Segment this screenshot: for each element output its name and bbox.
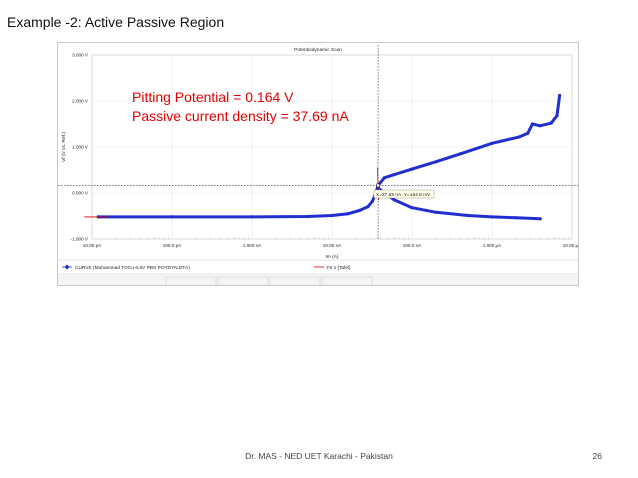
series-0-point-8 xyxy=(370,199,374,203)
cursor-readout: X=37.69 nA, Y=164.8 mV xyxy=(376,192,431,198)
slide-footer: Dr. MAS - NED UET Karachi - Pakistan xyxy=(245,451,393,461)
series-1-point-3 xyxy=(434,210,438,214)
series-1-point-6 xyxy=(514,216,518,220)
y-tick-label-0: 3.000 V xyxy=(72,53,89,58)
status-cell-3[interactable] xyxy=(269,276,321,286)
y-tick-label-2: 1.000 V xyxy=(72,145,89,150)
page-number: 26 xyxy=(592,451,602,461)
slide-title: Example -2: Active Passive Region xyxy=(7,14,225,30)
x-axis-label: Im (A) xyxy=(325,254,338,260)
y-tick-label-1: 2.000 V xyxy=(72,99,89,104)
cursor-crosshair xyxy=(58,45,578,239)
legend-entry-curve: CURVE (Muhammad TOCu-0.6V PBS POTDYN.DTA… xyxy=(62,264,190,271)
series-0-point-22 xyxy=(555,114,559,118)
y-tick-label-4: -1.000 V xyxy=(71,237,89,242)
series-0-point-7 xyxy=(366,205,370,209)
series-0-point-12 xyxy=(392,173,396,177)
x-tick-label-1: 100.0 pA xyxy=(163,243,182,248)
x-tick-label-4: 100.0 nA xyxy=(403,243,422,248)
series-1-point-5 xyxy=(490,215,494,219)
series-0-point-3 xyxy=(306,214,310,219)
grid-lines xyxy=(91,54,573,240)
series-0-point-21 xyxy=(549,121,553,125)
x-tick-label-0: 10.00 pA xyxy=(83,243,102,248)
series-0-point-20 xyxy=(538,124,542,128)
status-cell-4[interactable] xyxy=(321,276,373,286)
series-0-point-14 xyxy=(434,160,438,164)
series-0-point-4 xyxy=(330,213,334,218)
status-cell-2[interactable] xyxy=(217,276,269,286)
potentiodynamic-plot: Potentiodynamic Scan Vf (V vs. Ref.) Im … xyxy=(58,45,579,286)
series-1-point-1 xyxy=(392,198,396,202)
series-0-point-19 xyxy=(530,122,534,126)
legend-label-fit: Fit 1 [Tafel] xyxy=(327,265,350,271)
annotation-pitting-potential: Pitting Potential = 0.164 V xyxy=(132,89,294,105)
x-tick-label-5: 1.000 µA xyxy=(483,243,502,248)
series-1-point-4 xyxy=(466,213,470,218)
series-0-point-1 xyxy=(170,215,174,219)
annotation-passive-current: Passive current density = 37.69 nA xyxy=(132,108,349,124)
x-tick-labels: 10.00 pA 100.0 pA 1.000 nA 10.00 nA 100.0 nA… xyxy=(83,243,579,248)
series-0-point-11 xyxy=(382,176,386,180)
series-0-point-6 xyxy=(357,208,361,213)
series-0-point-5 xyxy=(346,212,350,216)
status-cell-1[interactable] xyxy=(165,276,217,286)
x-tick-label-6: 10.00 µA xyxy=(563,243,579,248)
legend-entry-fit: Fit 1 [Tafel] xyxy=(314,265,350,271)
cursor-readout-box xyxy=(373,189,435,199)
series-0-point-23 xyxy=(558,93,562,98)
cursor-marker xyxy=(376,183,380,188)
series-0-point-17 xyxy=(517,135,521,139)
series-0-point-16 xyxy=(490,141,494,145)
series-0-point-13 xyxy=(410,167,414,171)
series-0-point-2 xyxy=(250,215,254,219)
x-tick-label-3: 10.00 nA xyxy=(323,243,342,248)
y-tick-label-3: 0.000 V xyxy=(72,191,89,196)
series-0-point-15 xyxy=(458,152,462,156)
x-tick-label-2: 1.000 nA xyxy=(243,243,262,248)
series-line-1 xyxy=(376,186,542,221)
series-0-point-18 xyxy=(526,131,530,135)
series-1-point-2 xyxy=(410,206,414,210)
software-plot-window: Potentiodynamic Scan Vf (V vs. Ref.) Im … xyxy=(57,42,579,286)
data-series xyxy=(84,93,562,221)
legend-label-curve: CURVE (Muhammad TOCu-0.6V PBS POTDYN.DTA… xyxy=(75,265,190,271)
chart-title: Potentiodynamic Scan xyxy=(294,47,342,53)
y-axis-label: Vf (V vs. Ref.) xyxy=(61,132,67,162)
y-tick-labels: 3.000 V 2.000 V 1.000 V 0.000 V -1.000 V xyxy=(71,53,89,242)
series-1-point-7 xyxy=(538,217,542,221)
